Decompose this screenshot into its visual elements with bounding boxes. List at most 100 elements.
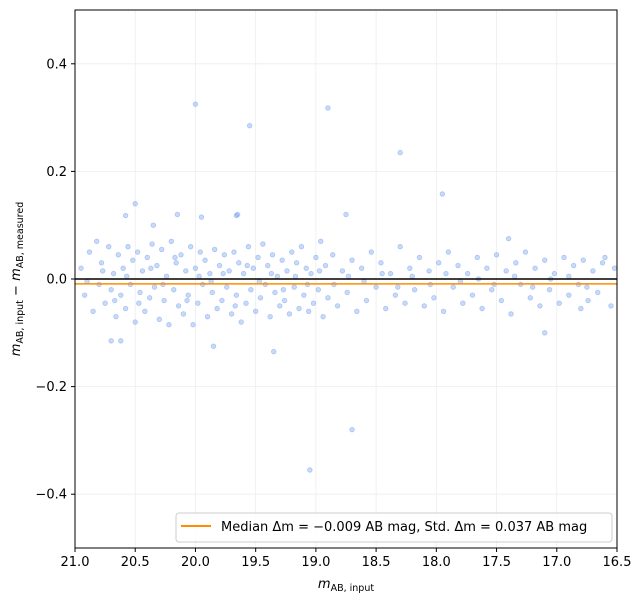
data-point xyxy=(110,270,117,277)
data-point xyxy=(257,295,264,301)
data-point xyxy=(334,303,341,309)
data-point xyxy=(268,270,275,277)
data-point xyxy=(246,122,253,129)
data-point xyxy=(130,257,136,263)
data-point xyxy=(255,254,261,261)
data-point xyxy=(163,273,170,280)
data-point xyxy=(532,265,538,271)
data-point xyxy=(611,265,618,271)
data-point xyxy=(118,292,124,298)
data-point xyxy=(102,300,108,306)
data-point xyxy=(198,214,205,220)
y-tick-label: 0.2 xyxy=(46,165,67,180)
data-point xyxy=(226,268,232,274)
data-point xyxy=(221,252,228,258)
data-point xyxy=(363,297,370,304)
data-point xyxy=(527,295,533,301)
data-point xyxy=(238,319,244,325)
data-point xyxy=(134,249,141,255)
data-point xyxy=(207,270,213,277)
data-point xyxy=(325,295,331,301)
x-tick-label: 18.0 xyxy=(422,555,451,570)
x-tick-label: 16.5 xyxy=(603,555,632,570)
data-point xyxy=(93,238,100,245)
data-point xyxy=(397,149,403,156)
data-point xyxy=(269,252,276,258)
data-point xyxy=(599,260,606,266)
legend-label: Median Δm = −0.009 AB mag, Std. Δm = 0.0… xyxy=(221,520,587,535)
data-point xyxy=(233,292,240,298)
data-point xyxy=(173,260,179,266)
data-point xyxy=(150,222,156,228)
data-point xyxy=(301,292,307,298)
data-point xyxy=(590,268,596,274)
data-point xyxy=(318,238,324,245)
data-point xyxy=(260,241,266,247)
data-point xyxy=(192,265,199,271)
data-point xyxy=(445,249,452,255)
data-point xyxy=(112,297,118,304)
data-point xyxy=(132,200,138,207)
data-point xyxy=(426,268,432,274)
data-point xyxy=(202,257,208,263)
data-point xyxy=(159,246,165,253)
data-point xyxy=(144,254,150,261)
data-point xyxy=(308,270,314,277)
data-point xyxy=(397,244,403,250)
data-point xyxy=(339,268,346,274)
data-point xyxy=(156,316,163,323)
data-point xyxy=(409,273,415,280)
data-point xyxy=(298,244,305,250)
data-point xyxy=(274,273,281,280)
data-point xyxy=(174,211,181,218)
data-point xyxy=(566,273,572,280)
data-point xyxy=(373,284,379,290)
data-point xyxy=(293,260,300,266)
data-point xyxy=(100,268,106,274)
data-point xyxy=(580,257,586,263)
data-point xyxy=(151,284,158,290)
data-point xyxy=(561,254,567,261)
data-point xyxy=(78,265,84,271)
data-point xyxy=(344,289,350,296)
x-tick-label: 17.0 xyxy=(542,555,571,570)
data-point xyxy=(292,273,299,280)
data-point xyxy=(379,270,385,277)
data-point xyxy=(498,297,505,304)
data-point xyxy=(122,305,129,312)
data-point xyxy=(522,249,529,255)
data-point xyxy=(358,265,365,271)
data-point xyxy=(595,289,601,296)
data-point xyxy=(443,270,449,277)
data-point xyxy=(296,305,302,312)
data-point xyxy=(168,238,175,245)
data-point xyxy=(322,262,329,269)
data-point xyxy=(267,313,273,320)
data-point xyxy=(187,244,194,250)
data-point xyxy=(132,319,138,325)
data-point xyxy=(277,303,283,309)
data-point xyxy=(271,348,277,355)
data-point xyxy=(243,300,249,306)
y-tick-label: −0.4 xyxy=(35,488,67,503)
data-point xyxy=(431,295,437,301)
data-point xyxy=(310,300,317,306)
data-point xyxy=(387,270,394,277)
data-point xyxy=(166,322,172,328)
data-point xyxy=(508,311,514,317)
x-tick-label: 19.0 xyxy=(301,555,330,570)
data-point xyxy=(113,313,119,320)
data-point xyxy=(407,265,413,271)
data-point xyxy=(320,313,326,320)
data-point xyxy=(511,273,518,280)
data-point xyxy=(489,287,495,293)
x-tick-label: 19.5 xyxy=(241,555,270,570)
data-point xyxy=(154,262,160,269)
data-point xyxy=(252,308,259,314)
x-tick-label: 20.0 xyxy=(181,555,210,570)
data-point xyxy=(204,313,211,320)
data-point xyxy=(585,297,591,304)
data-point xyxy=(244,262,250,269)
data-point xyxy=(86,249,93,255)
